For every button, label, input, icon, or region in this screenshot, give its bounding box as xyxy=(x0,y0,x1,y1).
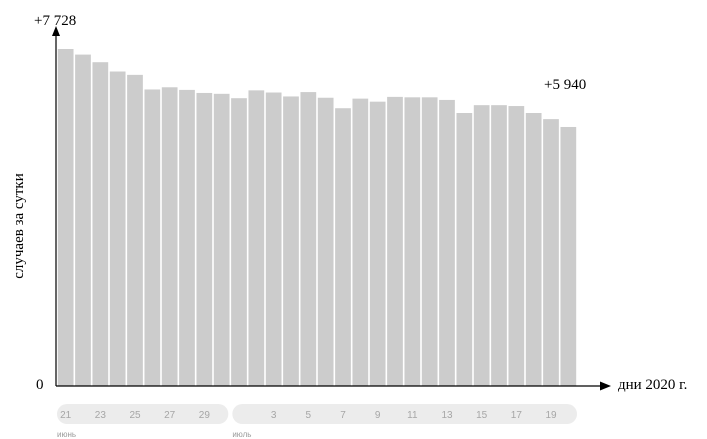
month-label-1: июнь xyxy=(57,430,76,439)
bar-12 xyxy=(421,97,438,386)
bar-26 xyxy=(144,89,161,386)
y-origin-label: 0 xyxy=(36,377,44,393)
month-band-1 xyxy=(57,404,229,424)
x-tick-25: 25 xyxy=(129,410,141,421)
bar-10 xyxy=(387,96,403,386)
x-tick-29: 29 xyxy=(199,410,211,421)
month-band-2 xyxy=(232,404,577,424)
last-value-label: +5 940 xyxy=(544,77,586,93)
bar-22 xyxy=(75,54,91,386)
bar-23 xyxy=(92,62,109,387)
bar-25 xyxy=(127,74,143,387)
x-tick-9: 9 xyxy=(375,410,381,421)
x-tick-labels: 21 23 25 27 29 3 5 7 9 11 13 15 17 19 xyxy=(60,410,557,421)
x-tick-21: 21 xyxy=(60,410,72,421)
bar-21 xyxy=(57,49,74,386)
bar-27 xyxy=(161,87,178,386)
bar-29 xyxy=(196,92,213,387)
bar-3 xyxy=(265,92,282,387)
bar-9 xyxy=(369,101,386,387)
bar-6 xyxy=(317,97,334,386)
x-tick-19: 19 xyxy=(545,410,557,421)
x-tick-5: 5 xyxy=(306,410,312,421)
bar-4 xyxy=(283,96,299,386)
y-axis-arrow xyxy=(52,26,60,36)
x-tick-27: 27 xyxy=(164,410,176,421)
month-bands xyxy=(57,404,577,424)
month-label-2: июль xyxy=(232,430,251,439)
bars-group xyxy=(57,49,577,387)
x-tick-13: 13 xyxy=(441,410,453,421)
bar-30 xyxy=(213,93,230,386)
x-axis-label: дни 2020 г. xyxy=(618,377,687,393)
bar-14 xyxy=(456,113,473,387)
bar-20 xyxy=(560,126,577,386)
bar-8 xyxy=(352,98,369,386)
bar-19 xyxy=(543,119,559,387)
bar-11 xyxy=(404,97,421,386)
bar-28 xyxy=(179,89,195,387)
bar-24 xyxy=(109,71,126,386)
bar-17 xyxy=(508,106,525,386)
max-value-label: +7 728 xyxy=(34,13,76,29)
bar-1 xyxy=(231,98,247,386)
x-tick-7: 7 xyxy=(340,410,346,421)
x-tick-17: 17 xyxy=(511,410,523,421)
bar-16 xyxy=(491,105,507,387)
x-tick-23: 23 xyxy=(95,410,107,421)
bar-7 xyxy=(335,108,351,386)
x-tick-3: 3 xyxy=(271,410,277,421)
bar-13 xyxy=(439,99,455,387)
x-tick-15: 15 xyxy=(476,410,488,421)
x-axis-arrow xyxy=(600,381,611,391)
bar-15 xyxy=(473,105,490,387)
y-axis-label: случаев за сутки xyxy=(11,173,27,279)
bar-5 xyxy=(300,92,317,386)
bar-18 xyxy=(525,113,542,387)
month-labels: июнь июль xyxy=(57,430,251,439)
x-tick-11: 11 xyxy=(407,410,418,421)
bar-2 xyxy=(248,90,265,386)
